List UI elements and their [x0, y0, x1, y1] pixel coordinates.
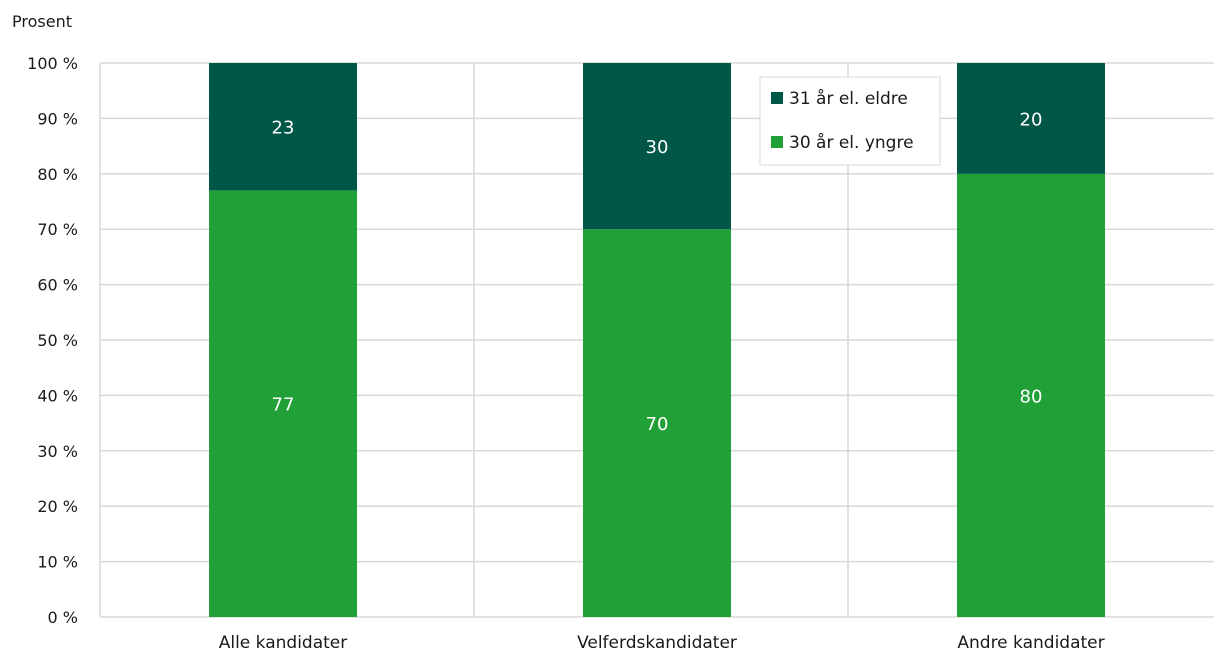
y-tick-label: 80 %	[37, 165, 78, 184]
y-tick-label: 10 %	[37, 553, 78, 572]
bar-data-label: 80	[1020, 386, 1043, 407]
bar-data-label: 20	[1020, 109, 1043, 130]
y-tick-label: 40 %	[37, 386, 78, 405]
y-tick-label: 0 %	[48, 608, 78, 627]
bar-data-label: 30	[646, 137, 669, 158]
legend-box	[759, 76, 941, 166]
bar-segment	[957, 173, 1105, 618]
bar-data-label: 23	[272, 118, 295, 139]
y-tick-label: 60 %	[37, 276, 78, 295]
legend-swatch-younger	[771, 136, 783, 148]
y-axis-title: Prosent	[12, 12, 72, 31]
y-tick-label: 20 %	[37, 497, 78, 516]
bar-segment	[209, 190, 357, 618]
legend-swatch-older	[771, 92, 783, 104]
y-tick-labels: 0 % 10 % 20 % 30 % 40 % 50 % 60 % 70 % 80 % 90 % 1…	[27, 54, 78, 627]
legend-label-younger: 30 år el. yngre	[789, 132, 914, 153]
legend: 31 år el. eldre 30 år el. yngre	[759, 76, 941, 166]
y-tick-label: 30 %	[37, 442, 78, 461]
x-category-label: Alle kandidater	[219, 633, 348, 653]
x-category-labels: Alle kandidater Velferdskandidater Andre k…	[219, 633, 1105, 653]
y-tick-label: 70 %	[37, 220, 78, 239]
legend-label-older: 31 år el. eldre	[789, 88, 908, 109]
y-tick-label: 100 %	[27, 54, 78, 73]
x-category-label: Andre kandidater	[957, 633, 1104, 653]
y-tick-label: 50 %	[37, 331, 78, 350]
data-labels: 77 23 70 30 80 20	[272, 109, 1043, 435]
y-tick-label: 90 %	[37, 109, 78, 128]
bar-data-label: 77	[272, 395, 295, 416]
bars	[209, 63, 1105, 618]
bar-segment	[583, 63, 731, 230]
x-category-label: Velferdskandidater	[577, 633, 737, 653]
bar-data-label: 70	[646, 414, 669, 435]
bar-segment	[209, 63, 357, 191]
bar-segment	[583, 229, 731, 617]
bar-segment	[957, 63, 1105, 174]
